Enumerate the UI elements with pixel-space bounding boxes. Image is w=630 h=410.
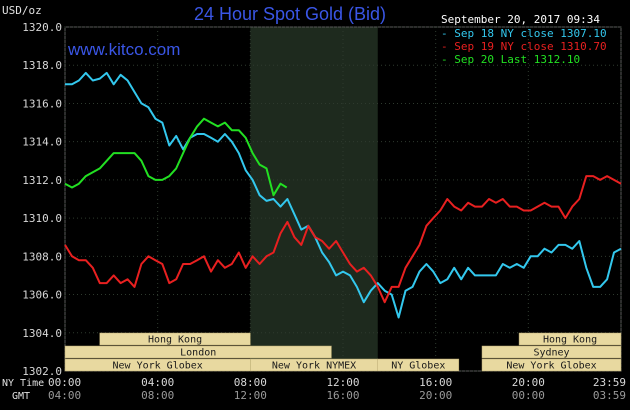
gmt-row-label: GMT bbox=[12, 391, 30, 402]
series-line-3 bbox=[64, 117, 288, 197]
x-tick-label-gmt: 04:00 bbox=[48, 389, 81, 402]
ny-time-row-label: NY Time bbox=[2, 378, 44, 389]
legend: September 20, 2017 09:34 - Sep 18 NY clo… bbox=[441, 13, 607, 66]
series-line-1 bbox=[65, 71, 622, 319]
y-tick-label: 1318.0 bbox=[22, 59, 62, 72]
market-hours-bar bbox=[518, 332, 622, 346]
series-layer bbox=[64, 71, 622, 319]
y-tick-label: 1314.0 bbox=[22, 136, 62, 149]
market-hours-label: New York Globex bbox=[506, 361, 596, 372]
x-tick-label-gmt: 20:00 bbox=[419, 389, 452, 402]
y-axis-unit-label: USD/oz bbox=[2, 4, 42, 17]
y-tick-label: 1302.0 bbox=[22, 365, 62, 378]
market-hours-label: New York Globex bbox=[113, 361, 203, 372]
x-tick-label-gmt: 00:00 bbox=[512, 389, 545, 402]
x-tick-label-gmt: 08:00 bbox=[141, 389, 174, 402]
y-tick-label: 1316.0 bbox=[22, 97, 62, 110]
x-tick-label-ny: 00:00 bbox=[48, 376, 81, 389]
market-hours-bar bbox=[481, 345, 622, 359]
market-hours-bar bbox=[99, 332, 251, 346]
market-hours-label: Hong Kong bbox=[148, 335, 202, 346]
x-tick-label-ny: 23:59 bbox=[593, 376, 626, 389]
market-hours-label: Sydney bbox=[533, 348, 569, 359]
legend-date-stamp: September 20, 2017 09:34 bbox=[441, 13, 600, 26]
market-hours-bar bbox=[377, 358, 460, 372]
market-hours-layer: Hong Kong London New York Globex New York N… bbox=[64, 332, 622, 372]
y-tick-label: 1320.0 bbox=[22, 21, 62, 34]
legend-entry-1: - Sep 18 NY close 1307.10 bbox=[441, 27, 607, 40]
x-tick-label-gmt: 16:00 bbox=[326, 389, 359, 402]
y-tick-label: 1310.0 bbox=[22, 212, 62, 225]
y-tick-label: 1306.0 bbox=[22, 289, 62, 302]
brand-watermark: www.kitco.com bbox=[67, 40, 180, 59]
market-hours-label: Hong Kong bbox=[543, 335, 597, 346]
legend-entry-2: - Sep 19 NY close 1310.70 bbox=[441, 40, 607, 53]
market-hours-label: New York NYMEX bbox=[272, 361, 356, 372]
x-tick-label-ny: 20:00 bbox=[512, 376, 545, 389]
chart-title: 24 Hour Spot Gold (Bid) bbox=[194, 4, 386, 24]
x-tick-label-ny: 08:00 bbox=[234, 376, 267, 389]
series-line-2 bbox=[64, 175, 622, 304]
market-hours-label: NY Globex bbox=[391, 361, 445, 372]
axis-layer: 1320.0 1318.0 1316.0 1314.0 1312.0 1310.0 1308… bbox=[22, 21, 626, 402]
y-tick-label: 1304.0 bbox=[22, 327, 62, 340]
market-hours-label: London bbox=[180, 348, 216, 359]
y-tick-label: 1312.0 bbox=[22, 174, 62, 187]
session-highlight-band bbox=[250, 27, 378, 371]
x-tick-label-gmt: 12:00 bbox=[234, 389, 267, 402]
x-tick-label-ny: 12:00 bbox=[326, 376, 359, 389]
x-tick-label-ny: 16:00 bbox=[419, 376, 452, 389]
x-tick-label-gmt: 03:59 bbox=[593, 389, 626, 402]
legend-entry-3: - Sep 20 Last 1312.10 bbox=[441, 53, 580, 66]
market-hours-bar bbox=[64, 345, 332, 359]
y-tick-label: 1308.0 bbox=[22, 250, 62, 263]
x-tick-label-ny: 04:00 bbox=[141, 376, 174, 389]
market-hours-bar bbox=[481, 358, 622, 372]
